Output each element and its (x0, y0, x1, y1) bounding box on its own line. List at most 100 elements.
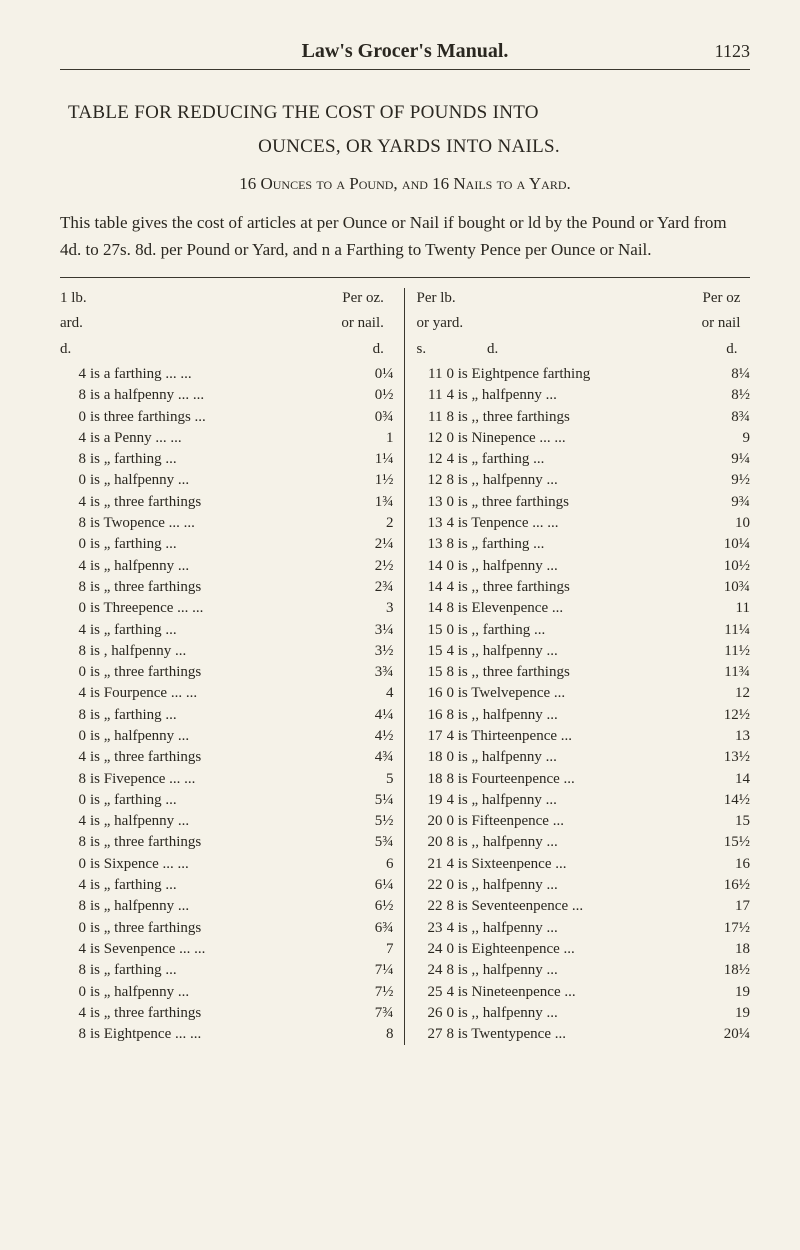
left-col-head: 1 lb. Per oz. (60, 288, 394, 309)
table-row: 4is a Penny ... ...1 (60, 428, 394, 449)
table-row: 158 is ,, three farthings11¾ (417, 662, 751, 683)
right-cell-c: 10¾ (710, 577, 750, 598)
right-cell-c: 14½ (710, 790, 750, 811)
right-cell-b: 0 is ,, halfpenny ... (447, 1003, 711, 1024)
right-cell-c: 11 (710, 598, 750, 619)
table-row: 4is Fourpence ... ...4 (60, 683, 394, 704)
left-cell-b: is „ halfpenny ... (90, 556, 364, 577)
right-cell-b: 0 is „ three farthings (447, 492, 711, 513)
table-row: 148 is Elevenpence ...11 (417, 598, 751, 619)
left-cell-c: 6¾ (364, 918, 394, 939)
table-row: 208 is ,, halfpenny ...15½ (417, 832, 751, 853)
left-cell-b: is , halfpenny ... (90, 641, 364, 662)
left-cell-a: 4 (60, 811, 90, 832)
left-cell-c: 4¾ (364, 747, 394, 768)
left-cell-c: 5½ (364, 811, 394, 832)
left-cell-c: 8 (364, 1024, 394, 1045)
table-row: 234 is ,, halfpenny ...17½ (417, 918, 751, 939)
left-cell-a: 4 (60, 364, 90, 385)
right-cell-b: 8 is Twentypence ... (447, 1024, 711, 1045)
right-cell-c: 16½ (710, 875, 750, 896)
left-cell-a: 0 (60, 407, 90, 428)
left-cell-c: 3¼ (364, 620, 394, 641)
table-row: 4is „ farthing ...6¼ (60, 875, 394, 896)
left-cell-a: 4 (60, 875, 90, 896)
left-cell-a: 4 (60, 620, 90, 641)
left-cell-a: 4 (60, 428, 90, 449)
right-cell-a: 20 (417, 832, 447, 853)
table-row: 118 is ,, three farthings8¾ (417, 407, 751, 428)
left-cell-a: 4 (60, 1003, 90, 1024)
right-col-head: Per lb. Per oz (417, 288, 751, 309)
right-cell-b: 8 is ,, halfpenny ... (447, 705, 711, 726)
left-cell-c: 2¾ (364, 577, 394, 598)
left-cell-a: 8 (60, 832, 90, 853)
table-row: 4is Sevenpence ... ...7 (60, 939, 394, 960)
right-cell-c: 19 (710, 982, 750, 1003)
right-cell-c: 20¼ (710, 1024, 750, 1045)
table-row: 4is „ halfpenny ...5½ (60, 811, 394, 832)
left-column: 1 lb. Per oz. ard. or nail. d. d. 4is a … (60, 288, 405, 1045)
left-cell-b: is three farthings ... (90, 407, 364, 428)
left-cell-a: 0 (60, 918, 90, 939)
table-row: 138 is „ farthing ...10¼ (417, 534, 751, 555)
left-cell-b: is „ farthing ... (90, 960, 364, 981)
page: Law's Grocer's Manual. 1123 TABLE FOR RE… (0, 0, 800, 1250)
right-cell-b: 4 is ,, halfpenny ... (447, 641, 711, 662)
right-cell-b: 4 is ,, halfpenny ... (447, 918, 711, 939)
left-cell-a: 0 (60, 470, 90, 491)
right-cell-a: 15 (417, 620, 447, 641)
left-col-sub: ard. or nail. (60, 313, 394, 334)
right-cell-a: 24 (417, 939, 447, 960)
table-row: 4is a farthing ... ...0¼ (60, 364, 394, 385)
right-d2: d. (577, 339, 737, 360)
main-title: TABLE FOR REDUCING THE COST OF POUNDS IN… (60, 96, 750, 164)
left-cell-a: 4 (60, 939, 90, 960)
table-row: 248 is ,, halfpenny ...18½ (417, 960, 751, 981)
left-cell-a: 0 (60, 662, 90, 683)
left-cell-b: is „ three farthings (90, 832, 364, 853)
right-cell-c: 10¼ (710, 534, 750, 555)
table-row: 8is „ halfpenny ...6½ (60, 896, 394, 917)
right-head-per: Per oz (580, 288, 740, 309)
right-cell-c: 8½ (710, 385, 750, 406)
table-row: 140 is ,, halfpenny ...10½ (417, 556, 751, 577)
right-cell-b: 0 is ,, halfpenny ... (447, 875, 711, 896)
left-cell-c: 4¼ (364, 705, 394, 726)
left-cell-c: 0½ (364, 385, 394, 406)
table-row: 8is Fivepence ... ...5 (60, 769, 394, 790)
right-cell-a: 14 (417, 598, 447, 619)
right-cell-b: 8 is ,, halfpenny ... (447, 832, 711, 853)
running-head: Law's Grocer's Manual. 1123 (60, 40, 750, 70)
table-row: 168 is ,, halfpenny ...12½ (417, 705, 751, 726)
left-d: d. (60, 339, 220, 360)
right-cell-c: 12½ (710, 705, 750, 726)
left-cell-c: 5 (364, 769, 394, 790)
table-row: 4is „ three farthings4¾ (60, 747, 394, 768)
right-cell-c: 18½ (710, 960, 750, 981)
left-cell-b: is a farthing ... ... (90, 364, 364, 385)
table-row: 0is „ farthing ...2¼ (60, 534, 394, 555)
right-cell-c: 8¼ (710, 364, 750, 385)
left-cell-a: 8 (60, 769, 90, 790)
table-row: 8is „ farthing ...1¼ (60, 449, 394, 470)
right-d: d. (487, 339, 574, 360)
page-number: 1123 (690, 41, 750, 62)
right-cell-c: 8¾ (710, 407, 750, 428)
table-row: 8is „ farthing ...7¼ (60, 960, 394, 981)
right-cell-b: 4 is ,, three farthings (447, 577, 711, 598)
right-s: s. (417, 339, 484, 360)
left-cell-a: 0 (60, 854, 90, 875)
left-cell-a: 8 (60, 385, 90, 406)
right-cell-c: 17 (710, 896, 750, 917)
left-cell-c: 7 (364, 939, 394, 960)
left-cell-c: 1¼ (364, 449, 394, 470)
table-row: 174 is Thirteenpence ...13 (417, 726, 751, 747)
table-row: 8is , halfpenny ...3½ (60, 641, 394, 662)
left-cell-b: is Sevenpence ... ... (90, 939, 364, 960)
left-cell-c: 7¾ (364, 1003, 394, 1024)
right-cell-a: 18 (417, 769, 447, 790)
table-row: 260 is ,, halfpenny ...19 (417, 1003, 751, 1024)
left-cell-b: is „ three farthings (90, 747, 364, 768)
left-cell-b: is „ halfpenny ... (90, 470, 364, 491)
